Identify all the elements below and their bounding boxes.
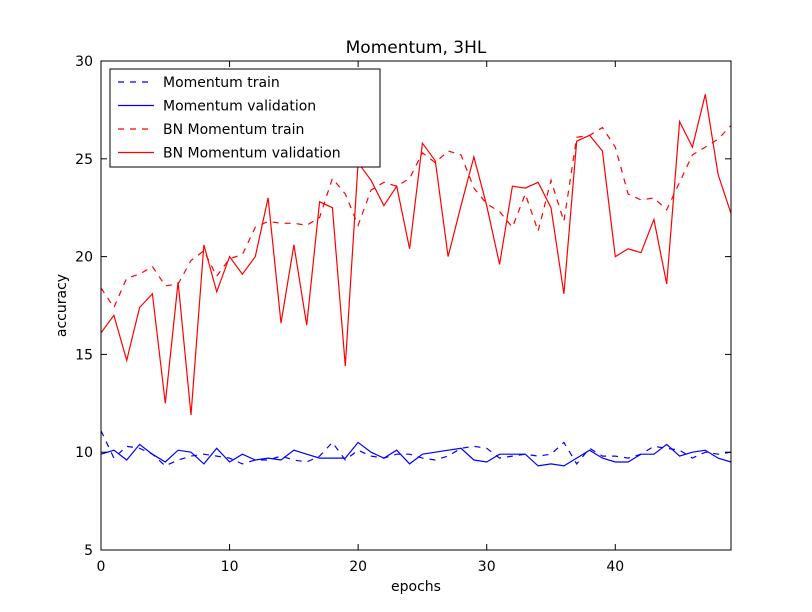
- legend-entry: Momentum validation: [163, 99, 316, 115]
- legend-entry: BN Momentum train: [163, 122, 304, 138]
- x-axis-label: epochs: [391, 579, 441, 595]
- x-tick-label: 30: [478, 559, 496, 575]
- x-tick-label: 40: [606, 559, 624, 575]
- series-line-2: [100, 441, 732, 467]
- x-tick-label: 10: [221, 559, 239, 575]
- y-axis-label: accuracy: [54, 274, 70, 337]
- legend: Momentum train Momentum validation BN Mome…: [109, 68, 381, 168]
- legend-entry: BN Momentum validation: [163, 146, 341, 162]
- y-tick-label: 20: [75, 250, 93, 266]
- y-tick-label: 25: [75, 152, 93, 168]
- y-tick-label: 5: [84, 543, 93, 559]
- y-tick-label: 15: [75, 347, 93, 363]
- plot-frame: [100, 60, 732, 551]
- series-layer: [100, 94, 732, 467]
- series-line-4: [100, 94, 732, 416]
- axes-layer: 0 10 20 30 40 5 10 15 20 25 30: [75, 54, 732, 575]
- x-tick-label: 0: [97, 559, 106, 575]
- legend-box: [109, 68, 381, 168]
- x-tick-label: 20: [349, 559, 367, 575]
- y-tick-label: 10: [75, 445, 93, 461]
- legend-entry: Momentum train: [163, 75, 280, 91]
- chart-title: Momentum, 3HL: [346, 38, 487, 58]
- y-tick-label: 30: [75, 54, 93, 70]
- series-line-1: [100, 430, 732, 467]
